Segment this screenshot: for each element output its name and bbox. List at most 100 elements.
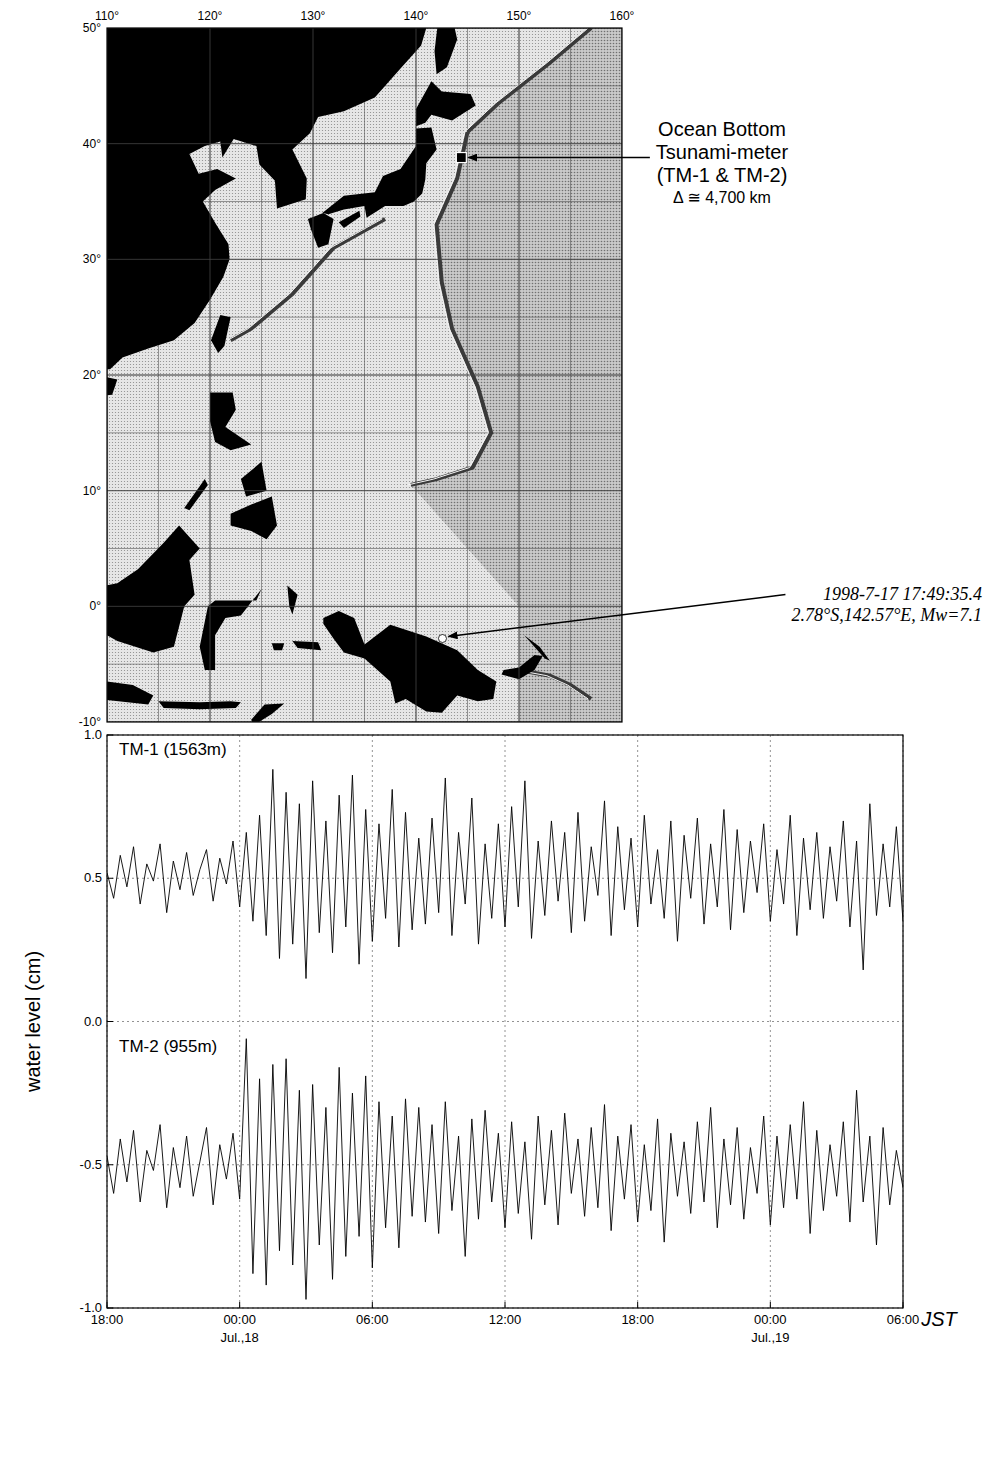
landmass xyxy=(107,525,200,652)
lon-tick-label: 160° xyxy=(610,9,635,23)
series-label: TM-1 (1563m) xyxy=(119,740,227,759)
x-tick-label: 00:00 xyxy=(223,1312,256,1327)
landmass xyxy=(107,375,117,396)
plot-area xyxy=(107,769,903,1299)
map-area xyxy=(107,28,622,722)
x-grid-line xyxy=(239,735,240,1308)
x-axis-title: JST xyxy=(920,1308,958,1330)
landmass xyxy=(322,128,436,218)
lon-tick-label: 150° xyxy=(507,9,532,23)
landmass xyxy=(308,213,334,248)
date-label: Jul.,19 xyxy=(751,1330,789,1345)
landmass xyxy=(339,211,361,228)
lat-tick-label: 40° xyxy=(83,137,101,151)
lat-tick-label: 0° xyxy=(90,599,102,613)
y-tick-label: 0.5 xyxy=(84,870,102,885)
y-tick xyxy=(107,1164,113,1165)
landmass xyxy=(416,81,476,126)
y-tick-label: -0.5 xyxy=(80,1157,102,1172)
landmass xyxy=(287,586,297,615)
map-minor-grid xyxy=(107,375,622,376)
landmass xyxy=(272,643,284,650)
y-grid-line xyxy=(107,1164,903,1165)
landmass xyxy=(200,589,262,670)
station-label: Ocean Bottom xyxy=(658,118,786,140)
x-tick-label: 18:00 xyxy=(621,1312,654,1327)
station-label: (TM-1 & TM-2) xyxy=(657,164,788,186)
landmass xyxy=(107,676,153,705)
trench xyxy=(468,28,592,132)
y-tick xyxy=(107,1308,113,1309)
epicenter-label: 2.78°S,142.57°E, Mw=7.1 xyxy=(791,605,982,625)
x-tick-label: 06:00 xyxy=(356,1312,389,1327)
x-tick xyxy=(372,1302,373,1308)
station-arrow xyxy=(468,157,650,159)
landmass xyxy=(241,462,267,497)
x-tick xyxy=(903,1302,904,1308)
landmass xyxy=(210,392,251,450)
y-tick xyxy=(107,1021,113,1022)
trench xyxy=(231,219,386,340)
y-tick-label: 0.0 xyxy=(84,1014,102,1029)
map-minor-grid xyxy=(107,490,622,491)
epicenter-arrow xyxy=(448,594,785,636)
series-label: TM-2 (955m) xyxy=(119,1037,217,1056)
epicenter-label: 1998-7-17 17:49:35.4 xyxy=(823,584,982,604)
landmass xyxy=(251,704,284,723)
x-tick-label: 00:00 xyxy=(754,1312,787,1327)
map-minor-grid xyxy=(107,259,622,260)
landmass xyxy=(502,655,543,679)
x-tick xyxy=(107,1302,108,1308)
y-grid-line xyxy=(107,878,903,879)
series-line xyxy=(107,769,903,978)
lat-tick-label: 20° xyxy=(83,368,101,382)
landmass xyxy=(231,497,277,540)
lat-tick-label: 50° xyxy=(83,21,101,35)
x-tick xyxy=(770,1302,771,1308)
landmass xyxy=(323,611,496,713)
lon-tick-label: 120° xyxy=(198,9,223,23)
x-tick xyxy=(239,1302,240,1308)
landmass xyxy=(159,701,241,709)
lon-tick-label: 140° xyxy=(404,9,429,23)
map-frame xyxy=(107,28,622,722)
landmass xyxy=(524,635,550,660)
y-axis-title: water level (cm) xyxy=(22,951,44,1093)
map-minor-grid xyxy=(107,143,622,144)
epicenter-marker xyxy=(438,634,446,642)
map-minor-grid xyxy=(107,606,622,607)
landmass xyxy=(435,28,458,74)
landmass xyxy=(292,641,321,650)
y-tick-label: 1.0 xyxy=(84,727,102,742)
x-tick-label: 18:00 xyxy=(91,1312,124,1327)
lon-tick-label: 130° xyxy=(301,9,326,23)
series-line xyxy=(107,1039,903,1300)
x-tick-label: 06:00 xyxy=(887,1312,920,1327)
landmass xyxy=(184,479,208,510)
y-grid-line xyxy=(107,1021,903,1022)
landmass xyxy=(211,315,231,353)
map-grid-line xyxy=(107,375,622,376)
distance-label: Δ ≅ 4,700 km xyxy=(673,189,771,206)
map-grid-line xyxy=(107,143,622,144)
map-grid-line xyxy=(107,606,622,607)
lat-tick-label: 10° xyxy=(83,484,101,498)
map-grid-line xyxy=(107,259,622,260)
station-marker xyxy=(456,153,466,163)
station-label: Tsunami-meter xyxy=(656,141,789,163)
plot-frame xyxy=(107,735,903,1308)
x-tick-label: 12:00 xyxy=(489,1312,522,1327)
figure: 110°120°130°140°150°160°50°40°30°20°10°0… xyxy=(0,0,991,1483)
map-grid-line xyxy=(107,490,622,491)
x-tick xyxy=(505,1302,506,1308)
y-tick xyxy=(107,735,113,736)
trench-rim xyxy=(228,219,383,340)
trench-rim xyxy=(465,28,589,132)
x-tick xyxy=(637,1302,638,1308)
map-minor-grid xyxy=(107,432,622,433)
trench xyxy=(519,670,591,699)
map-minor-grid xyxy=(107,664,622,665)
date-label: Jul.,18 xyxy=(221,1330,259,1345)
lat-tick-label: 30° xyxy=(83,252,101,266)
y-tick xyxy=(107,878,113,879)
